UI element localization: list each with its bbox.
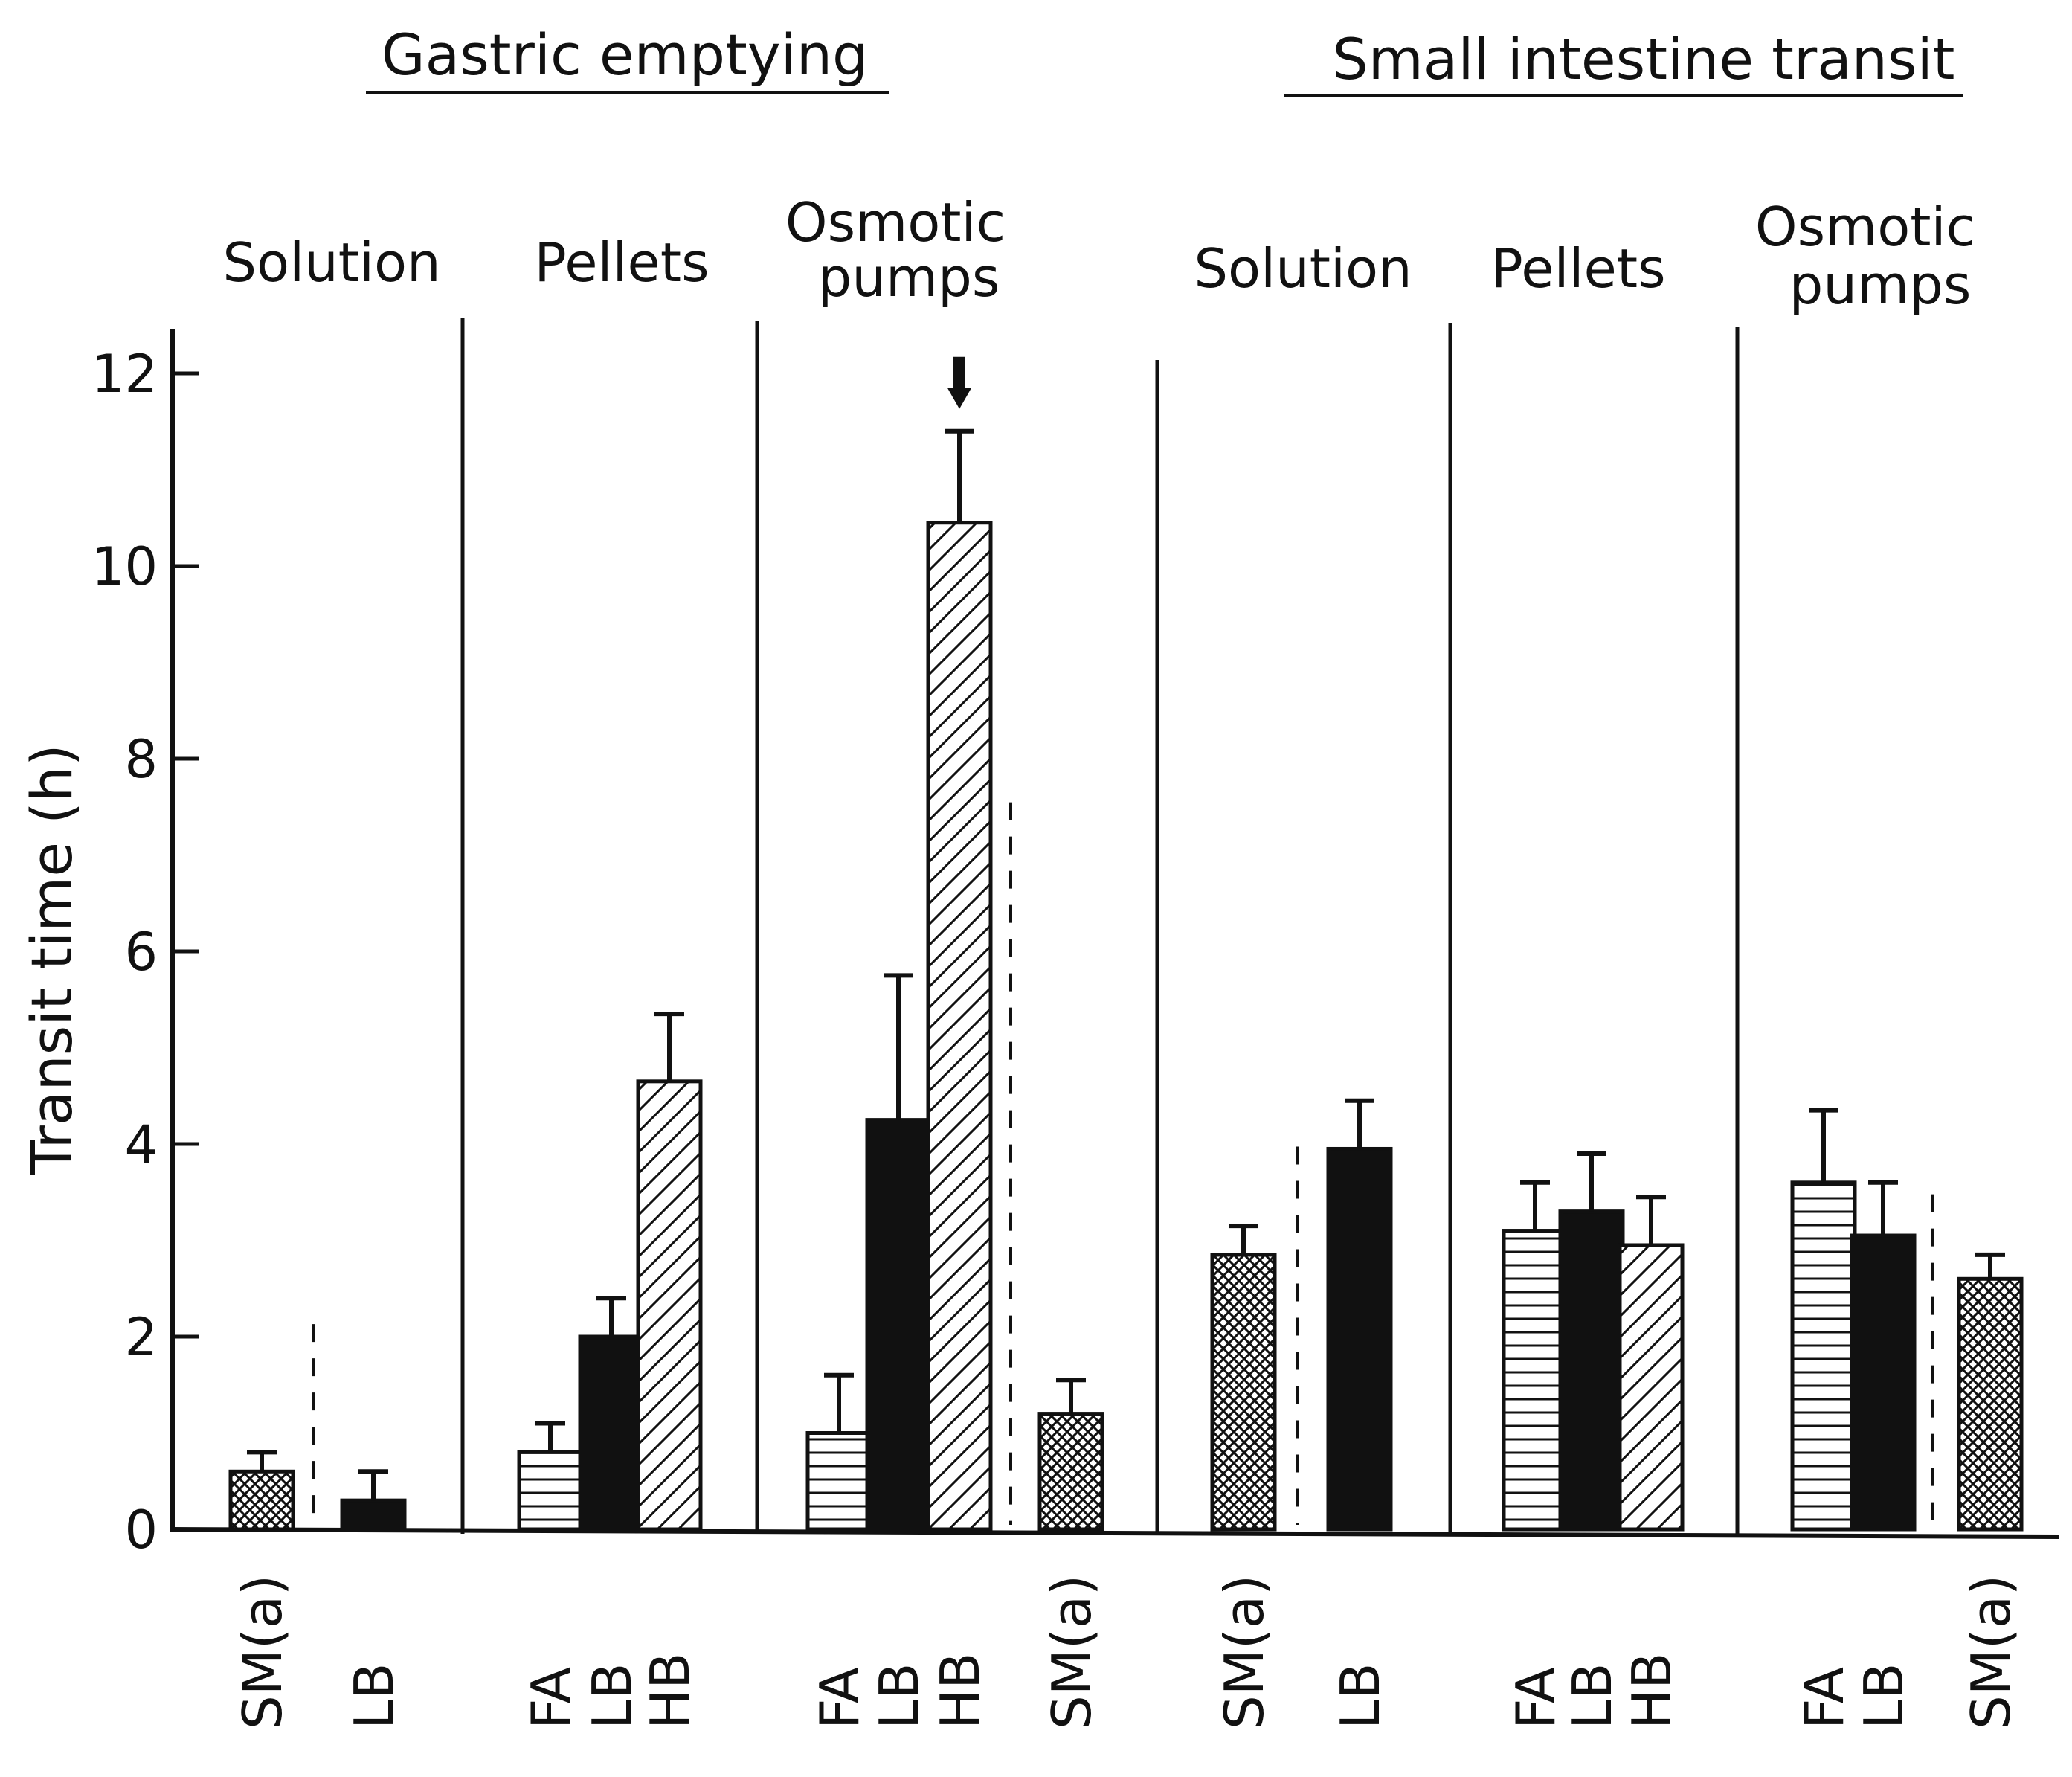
y-tick-label: 2 <box>124 1307 158 1368</box>
section-titles: Gastric emptying Small intestine transit <box>366 22 1963 97</box>
y-tick-label: 10 <box>91 536 158 597</box>
category-label-lb: LB <box>1329 1662 1391 1729</box>
category-label-fa: FA <box>808 1667 871 1729</box>
y-tick-label: 8 <box>124 729 158 790</box>
category-label-hb: HB <box>1621 1652 1683 1729</box>
group-label-pumps: pumps <box>818 246 1000 309</box>
category-label-lb: LB <box>1561 1662 1624 1729</box>
y-axis-label: Transit time (h) <box>19 744 85 1175</box>
bar-lb <box>1326 1146 1393 1532</box>
category-label-hb: HB <box>639 1652 701 1729</box>
y-tick-label: 12 <box>91 344 158 405</box>
y-axis: 0 2 4 6 8 10 12 <box>91 329 2059 1561</box>
bar-fa <box>1790 1180 1857 1532</box>
category-label-fa: FA <box>1793 1667 1856 1729</box>
y-tick-label: 0 <box>124 1500 158 1561</box>
y-tick-label: 6 <box>124 922 158 983</box>
bar-hb <box>926 521 993 1532</box>
bars <box>228 356 2024 1532</box>
bar-fa <box>517 1450 584 1532</box>
group-label-pellets: Pellets <box>534 231 709 294</box>
group-label-pumps: pumps <box>1789 254 1972 316</box>
bar-lb <box>865 1118 932 1532</box>
group-labels: Solution Pellets Osmotic pumps Solution … <box>222 191 1975 316</box>
bar-hb <box>1618 1243 1685 1532</box>
group-label-pellets: Pellets <box>1490 237 1665 300</box>
category-label-sm-a: SM(a) <box>1040 1575 1103 1729</box>
category-label-hb: HB <box>929 1652 991 1729</box>
bar-fa <box>1502 1229 1569 1532</box>
bar-lb <box>1558 1209 1625 1532</box>
group-label-osmotic: Osmotic <box>1755 196 1975 258</box>
bar-sm-a <box>1210 1253 1277 1532</box>
group-dividers <box>312 318 1934 1534</box>
bar-sm-a <box>228 1469 295 1532</box>
group-label-solution: Solution <box>222 231 440 294</box>
x-axis-line <box>172 1527 2059 1539</box>
category-label-sm-a: SM(a) <box>1213 1575 1275 1729</box>
section-title-gastric-emptying: Gastric emptying <box>382 22 869 88</box>
group-label-solution: Solution <box>1194 237 1412 300</box>
category-label-lb: LB <box>581 1662 643 1729</box>
bar-sm-a <box>1037 1412 1104 1532</box>
y-tick-label: 4 <box>124 1114 158 1175</box>
category-label-fa: FA <box>520 1667 582 1729</box>
bar-lb <box>578 1334 645 1532</box>
category-label-lb: LB <box>1853 1662 1915 1729</box>
category-label-fa: FA <box>1505 1667 1567 1729</box>
bar-fa <box>805 1431 872 1532</box>
bar-lb <box>340 1498 407 1532</box>
bar-lb <box>1850 1233 1917 1532</box>
category-label-sm-a: SM(a) <box>231 1575 294 1729</box>
bar-sm-a <box>1957 1276 2024 1532</box>
category-label-lb: LB <box>868 1662 930 1729</box>
category-label-lb: LB <box>343 1662 405 1729</box>
bar-hb <box>636 1079 703 1532</box>
group-label-osmotic: Osmotic <box>785 191 1006 254</box>
arrow-marker-icon <box>947 356 971 409</box>
category-label-sm-a: SM(a) <box>1960 1575 2022 1729</box>
section-title-small-intestine-transit: Small intestine transit <box>1333 26 1955 92</box>
